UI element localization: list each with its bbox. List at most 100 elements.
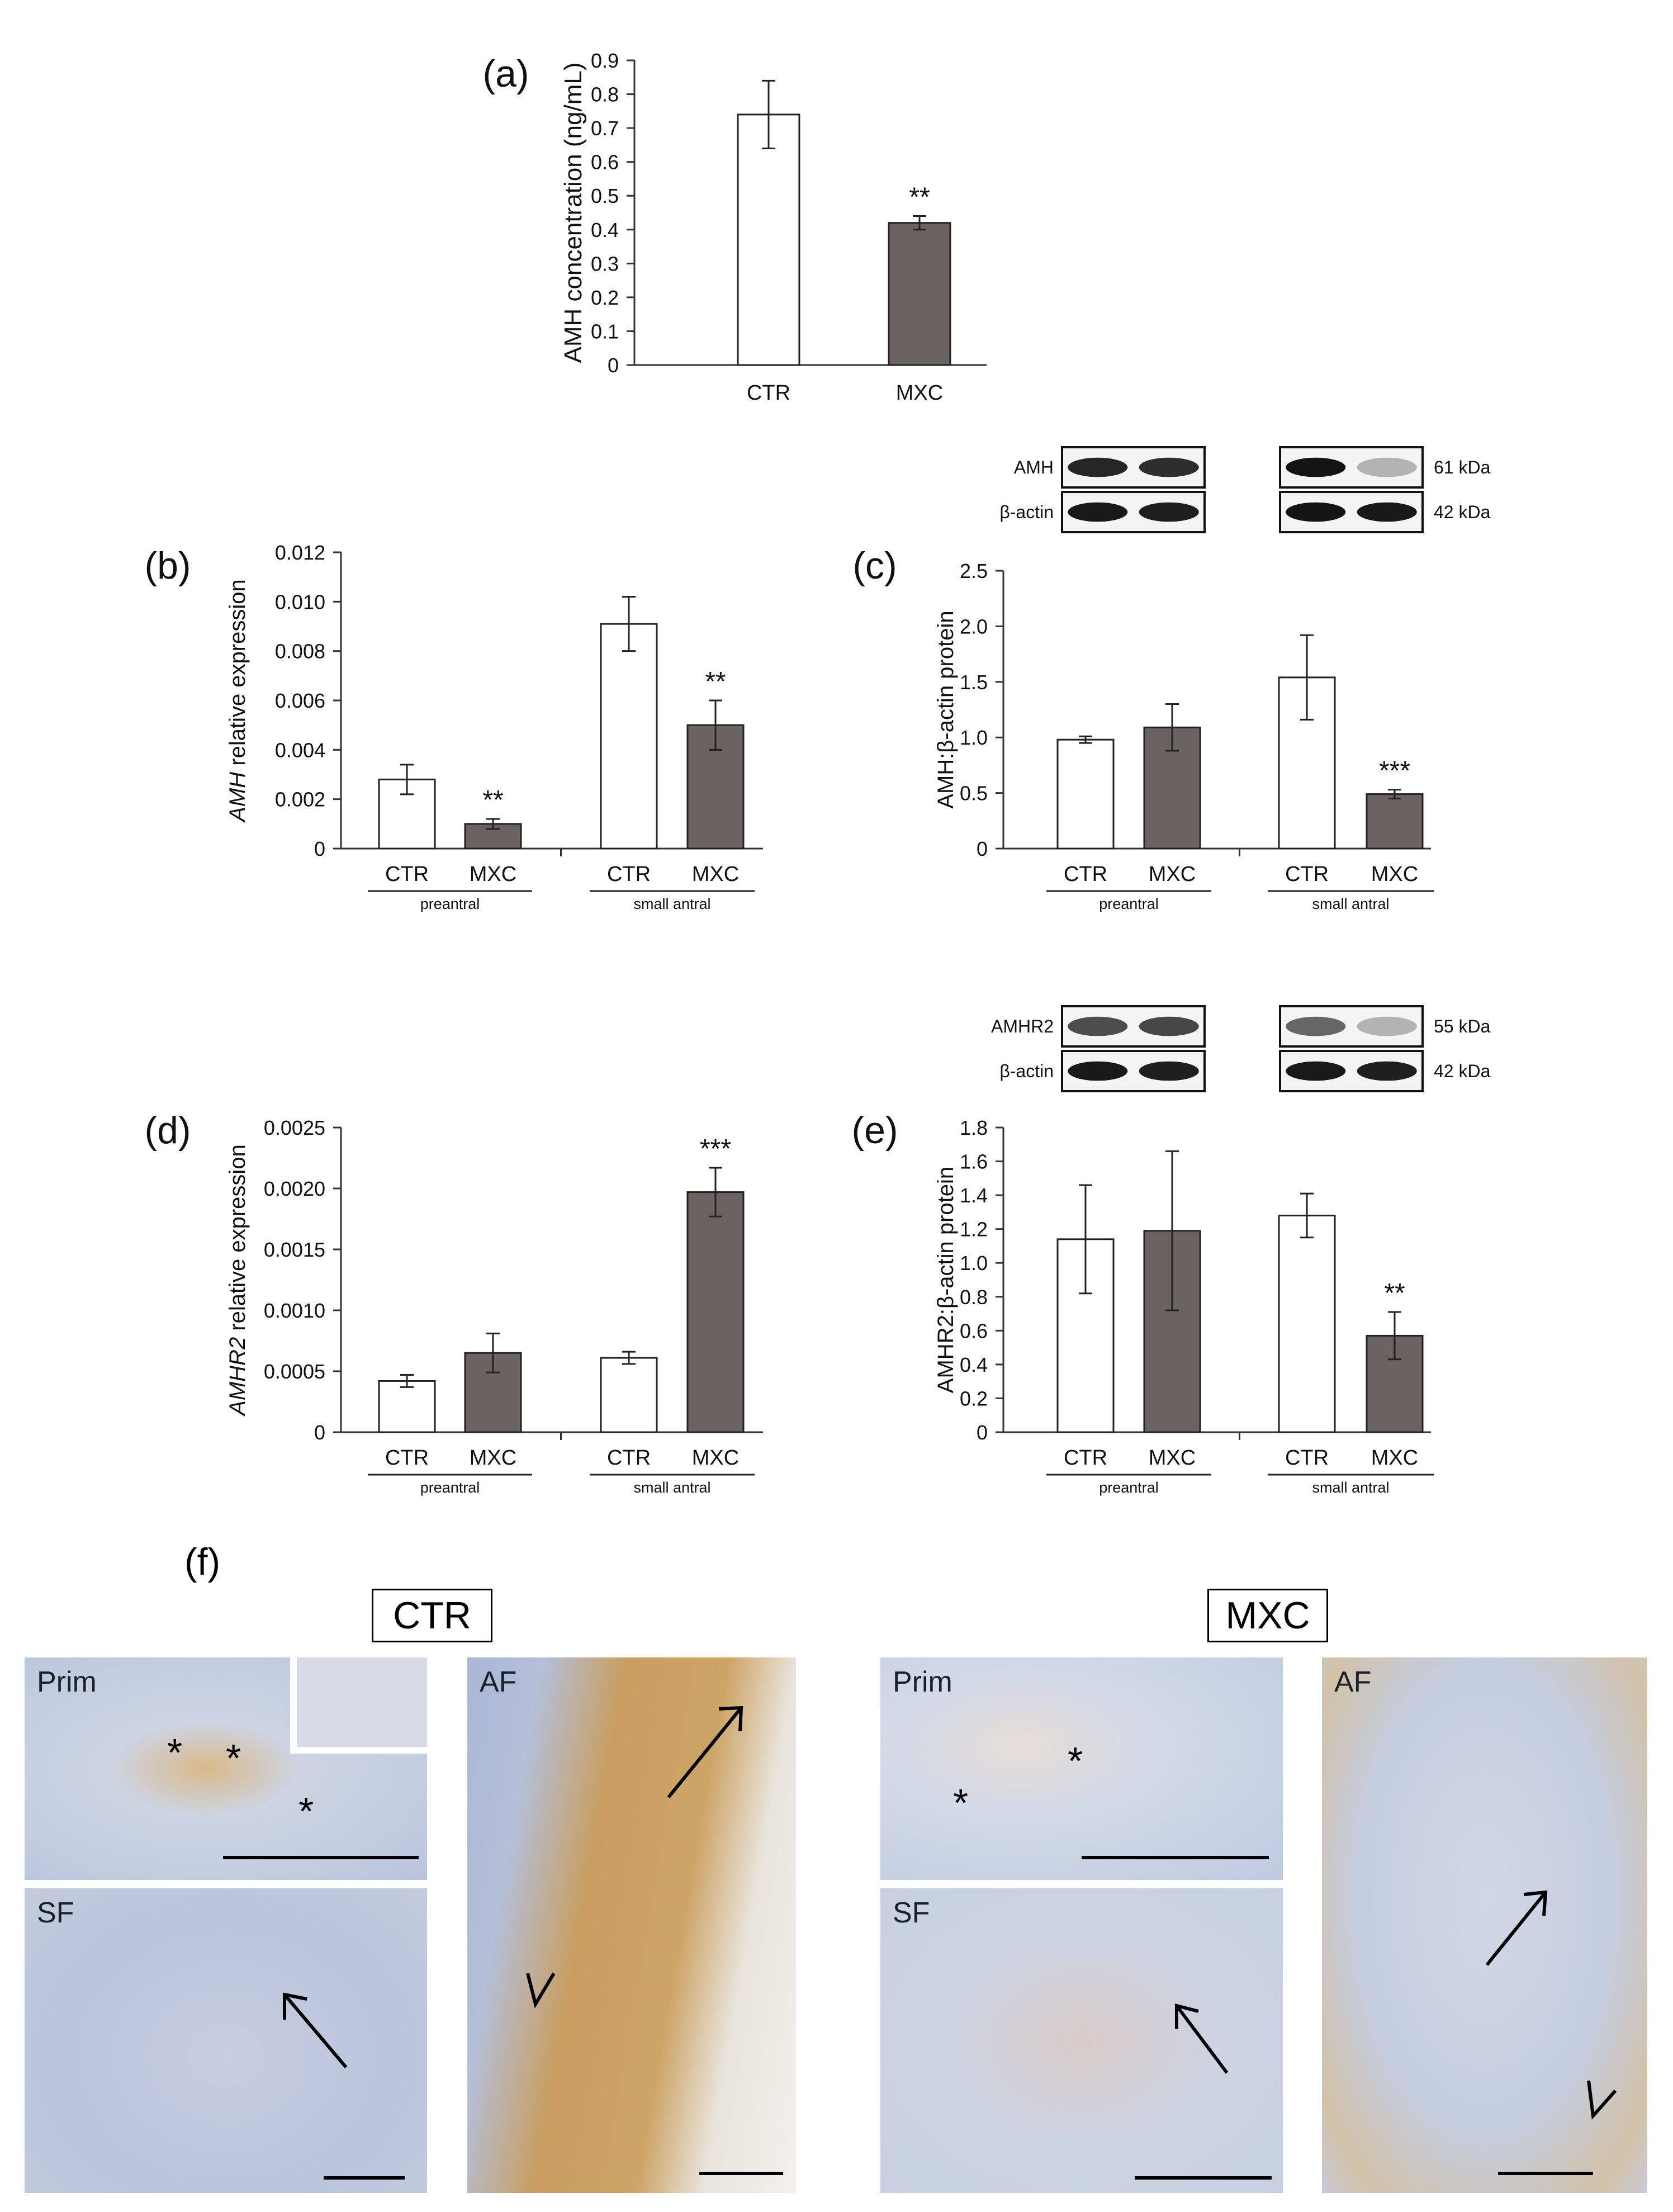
y-tick-label: 0.9 [591,49,619,72]
blot-band [1139,502,1199,522]
x-tick-label: MXC [692,1446,739,1470]
y-tick-label: 0 [608,354,619,377]
y-tick-label: 0.0005 [264,1360,325,1383]
y-tick-label: 0.0010 [264,1299,325,1322]
significance-label: ** [705,667,726,697]
y-tick-label: 0.012 [275,541,325,564]
y-tick-label: 0.006 [275,689,325,712]
blot-band [1139,457,1199,477]
arrowhead-marker [1587,2080,1617,2120]
follicle-marker: * [167,1731,183,1774]
blot-row-label: β-actin [999,502,1054,522]
y-axis-label: AMHR2 relative expression [225,1144,250,1417]
micrograph-label: AF [1334,1666,1372,1698]
panel-label: (b) [144,544,191,587]
blot-band [1357,502,1417,522]
y-tick-label: 0.010 [275,590,325,613]
x-tick-label: MXC [1149,1446,1196,1470]
blot-band [1068,502,1128,522]
x-tick-label: CTR [385,863,429,886]
bar [686,1191,745,1433]
significance-label: *** [700,1134,731,1164]
scale-bar [1082,1856,1269,1859]
y-tick-label: 0.6 [960,1319,988,1342]
blot-band [1286,1061,1346,1081]
micrograph-ctr-secondary-follicle: SF [25,1888,427,2193]
group-label: preantral [1099,896,1159,912]
scale-bar [223,1856,419,1859]
significance-label: ** [482,785,503,815]
bar [600,623,658,850]
y-tick-label: 0.5 [960,782,988,805]
panel-label: (e) [851,1109,898,1152]
x-tick-label: MXC [1371,1446,1418,1470]
y-tick-label: 0.8 [591,83,619,106]
follicle-marker: * [953,1781,969,1825]
arrow-marker [283,1992,348,2068]
group-label: small antral [633,1479,710,1496]
y-tick-label: 0 [977,1421,988,1444]
group-label: small antral [1312,1479,1389,1496]
micrograph-ctr-primordial: Prim * * * [25,1657,427,1880]
group-label-ctr: CTR [372,1589,492,1642]
y-axis-label: AMH concentration (ng/mL) [560,63,587,363]
y-axis-label-rest: relative expression [225,579,250,772]
group-label: small antral [1312,896,1389,912]
blot-row-label: β-actin [999,1061,1054,1081]
blot-band [1068,1016,1128,1036]
micrograph-label: AF [480,1666,517,1698]
y-tick-label: 0.8 [960,1286,988,1309]
micrograph-mxc-primordial: Prim * * [880,1657,1283,1880]
x-tick-label: CTR [607,1446,651,1470]
blot-band [1357,457,1417,477]
arrow-marker [667,1706,743,1798]
y-tick-label: 1.6 [960,1150,988,1173]
y-tick-label: 0.2 [591,286,619,309]
scale-bar [324,2176,405,2180]
x-tick-label: CTR [747,381,790,405]
y-tick-label: 0.3 [591,252,619,275]
y-tick-label: 1.8 [960,1116,988,1139]
y-tick-label: 0 [977,837,988,860]
y-tick-label: 0.0015 [264,1238,325,1261]
bar [600,1357,658,1433]
panel-label: (d) [144,1109,191,1152]
y-axis-label: AMH relative expression [225,579,250,823]
x-tick-label: CTR [1285,1446,1329,1470]
x-tick-label: CTR [1064,1446,1107,1470]
y-axis-label-rest: relative expression [225,1144,250,1337]
x-tick-label: MXC [692,863,739,886]
arrow-marker [1485,1890,1548,1966]
panel-f-label: (f) [184,1541,221,1583]
negative-control-inset [290,1657,427,1754]
blot-band [1286,1016,1346,1036]
blot-band [1068,1061,1128,1081]
arrow-marker [1175,2003,1229,2074]
blot-band [1139,1016,1199,1036]
micrograph-label: Prim [893,1666,952,1698]
y-tick-label: 0.4 [591,219,619,241]
follicle-marker: * [298,1789,314,1833]
x-tick-label: MXC [1371,863,1418,886]
y-tick-label: 0.0020 [264,1177,325,1200]
micrograph-label: SF [893,1897,930,1929]
y-tick-label: 0.7 [591,117,619,140]
micrograph-label: SF [37,1897,74,1929]
panel-label: (c) [852,544,897,587]
bar [378,1380,436,1433]
significance-label: ** [909,183,930,212]
blot-band [1357,1061,1417,1081]
blot-size-label: 42 kDa [1434,1061,1491,1081]
x-tick-label: MXC [896,381,943,405]
group-label: preantral [420,896,480,912]
y-tick-label: 1.5 [960,671,988,694]
y-axis-label: AMH:β-actin protein [933,610,958,808]
group-label-mxc: MXC [1207,1589,1328,1642]
y-axis-label-gene: AMHR2 [225,1337,250,1417]
bar [1056,738,1115,850]
y-tick-label: 1.2 [960,1218,988,1241]
y-tick-label: 0.4 [960,1353,988,1376]
x-tick-label: CTR [607,863,651,886]
x-tick-label: MXC [1149,863,1196,886]
